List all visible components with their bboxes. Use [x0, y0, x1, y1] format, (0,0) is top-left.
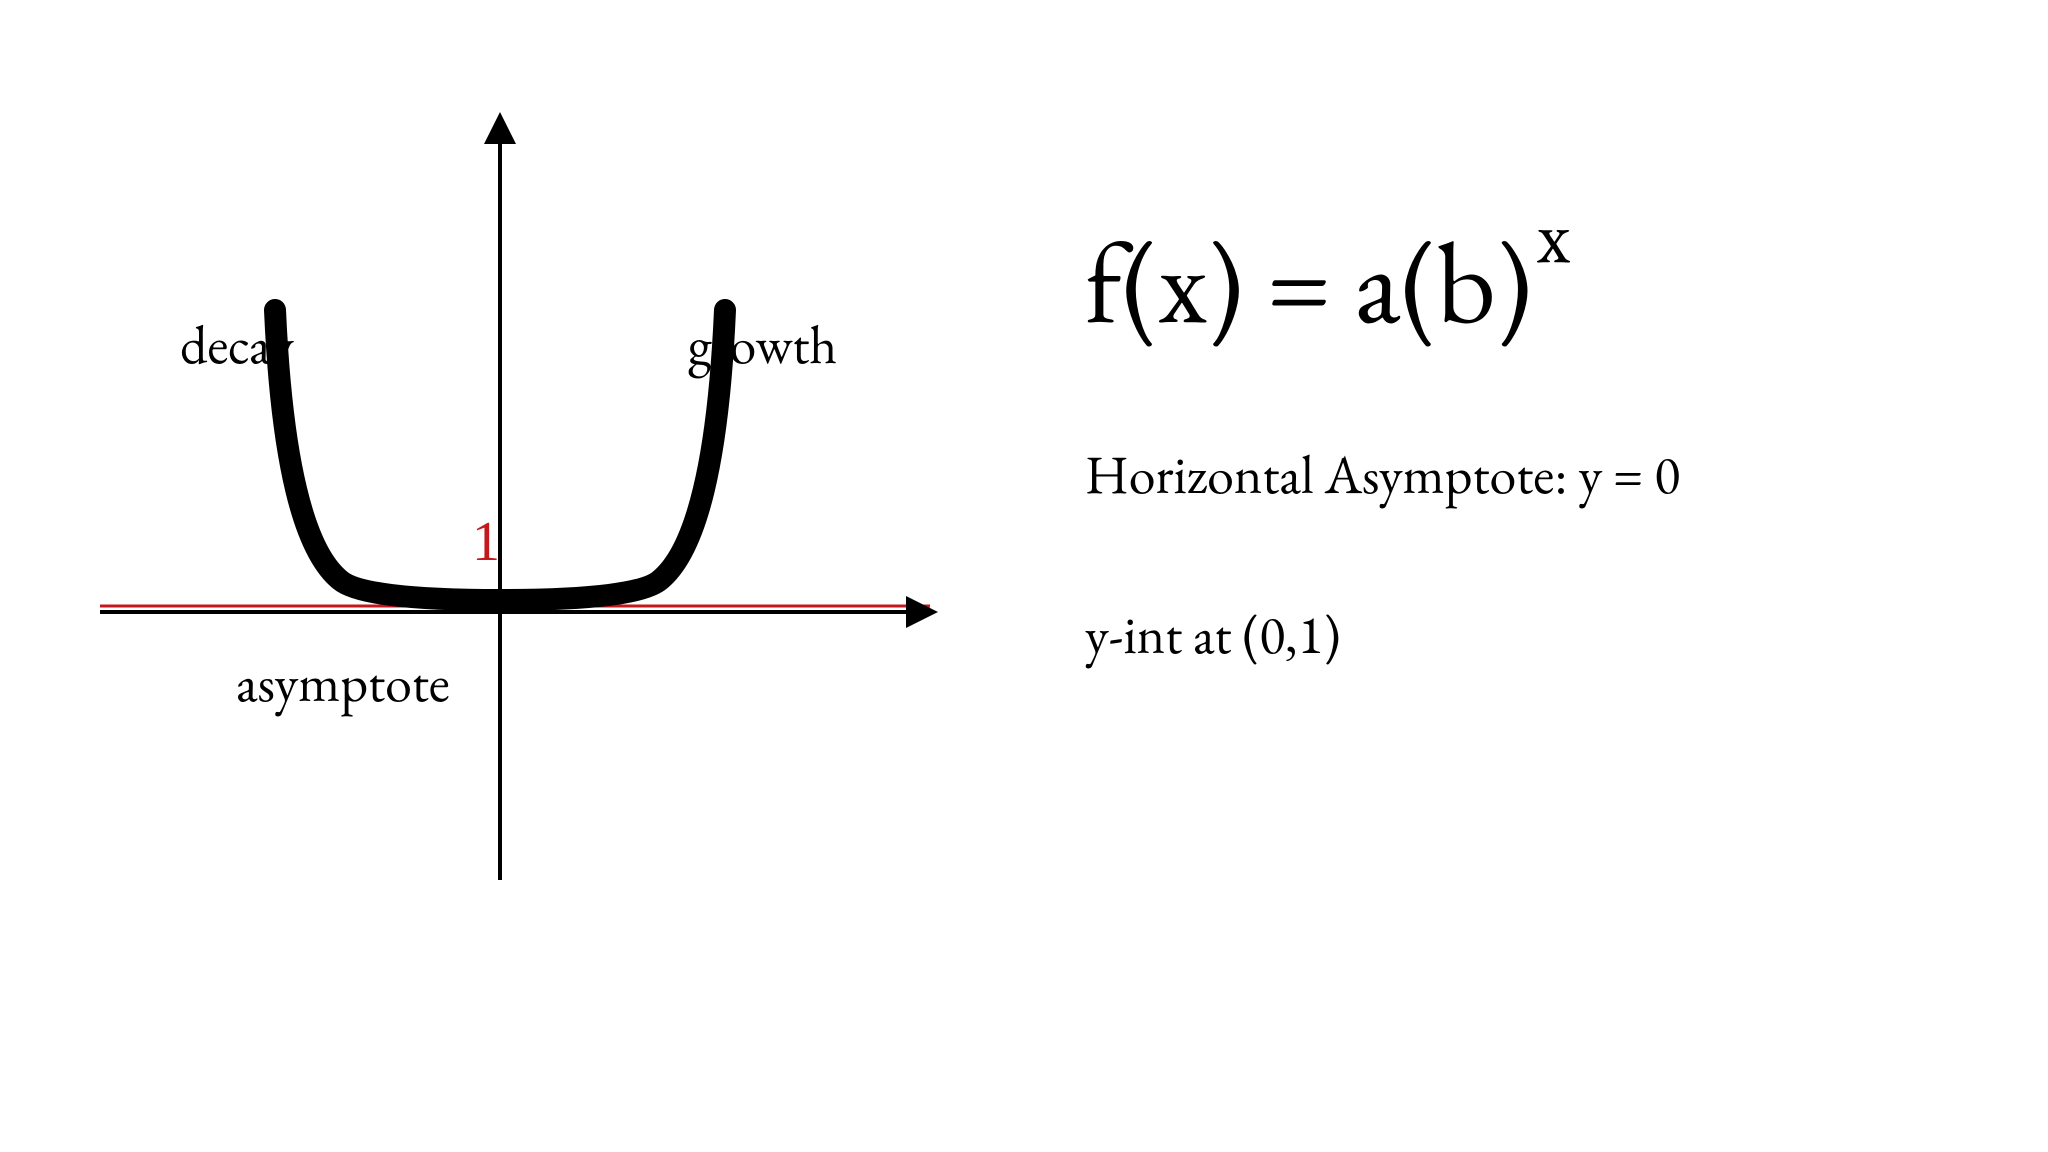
y-intercept-label: 1	[472, 510, 500, 574]
y-intercept-text: y-int at (0,1)	[1085, 600, 1985, 670]
growth-label: growth	[688, 310, 837, 380]
page: decay growth asymptote 1 f(x) = a(b)x Ho…	[0, 0, 2048, 1152]
asymptote-text: Horizontal Asymptote: y = 0	[1085, 440, 1985, 510]
decay-curve	[275, 310, 500, 600]
asymptote-label: asymptote	[236, 648, 450, 718]
formula-exponent: x	[1536, 181, 1570, 286]
formula: f(x) = a(b)x	[1085, 225, 1985, 340]
graph-area: decay growth asymptote 1	[100, 100, 970, 910]
graph-svg	[100, 100, 970, 910]
decay-label: decay	[180, 310, 294, 380]
formula-base: f(x) = a(b)	[1085, 207, 1532, 357]
text-panel: f(x) = a(b)x Horizontal Asymptote: y = 0…	[1085, 225, 1985, 670]
